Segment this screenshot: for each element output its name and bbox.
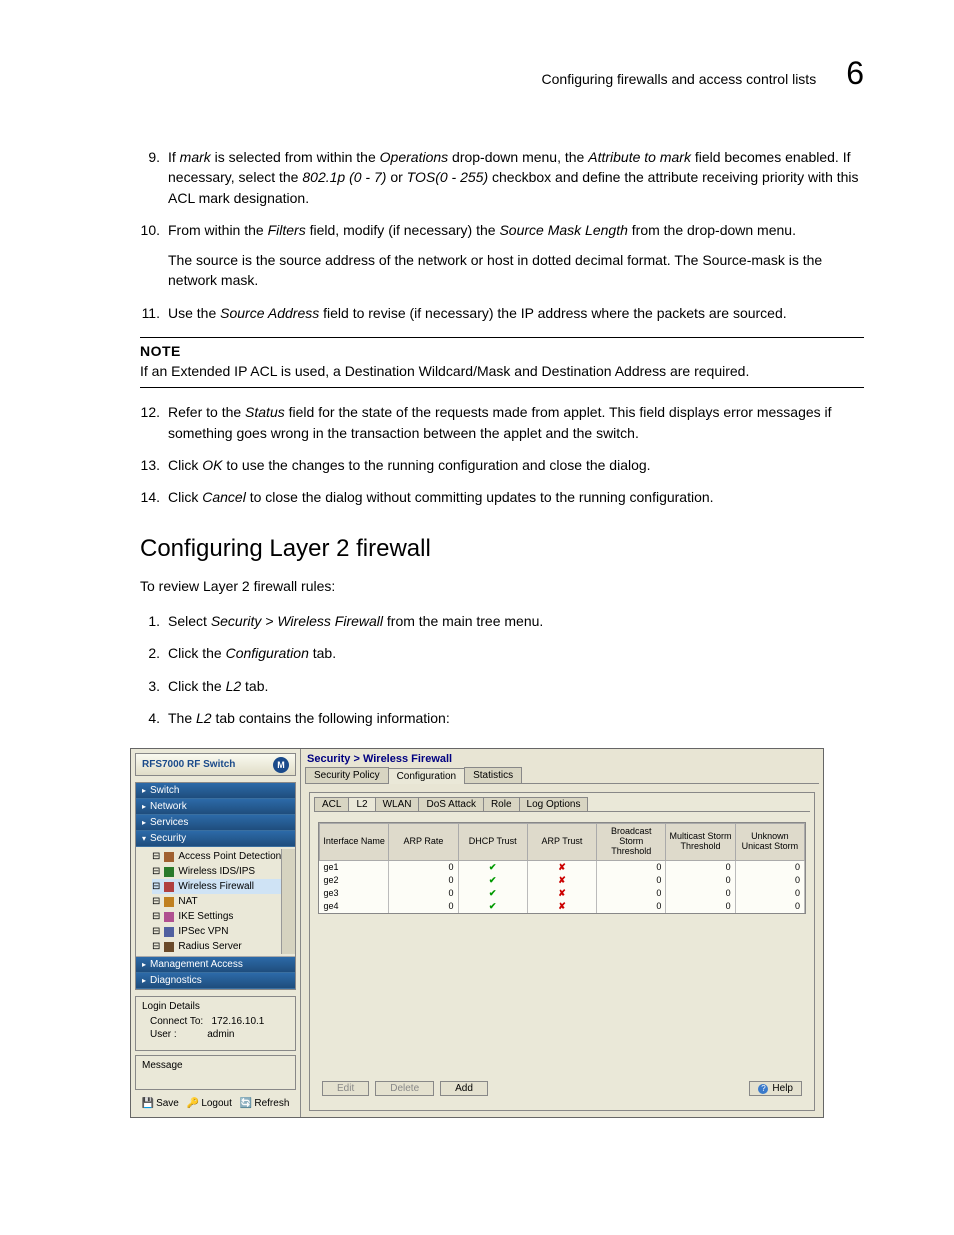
delete-button[interactable]: Delete	[375, 1081, 434, 1096]
nav-item-security[interactable]: Security	[136, 831, 295, 847]
col-header[interactable]: Multicast Storm Threshold	[666, 824, 735, 861]
nav-sub-wireless-ids-ips[interactable]: ⊟ Wireless IDS/IPS	[152, 864, 281, 879]
nav-item-network[interactable]: Network	[136, 799, 295, 815]
table-row[interactable]: ge10✔✘000	[320, 860, 805, 874]
step-item: 11.Use the Source Address field to revis…	[140, 303, 864, 323]
login-details: Login Details Connect To: 172.16.10.1 Us…	[135, 996, 296, 1051]
login-connect: Connect To: 172.16.10.1	[150, 1016, 289, 1027]
nav-sub-ike-settings[interactable]: ⊟ IKE Settings	[152, 909, 281, 924]
step-item: 12.Refer to the Status field for the sta…	[140, 402, 864, 443]
col-header[interactable]: DHCP Trust	[458, 824, 527, 861]
ordered-steps-b: 12.Refer to the Status field for the sta…	[140, 402, 864, 507]
header-title: Configuring firewalls and access control…	[542, 71, 817, 87]
add-button[interactable]: Add	[440, 1081, 488, 1096]
nav-sub-nat[interactable]: ⊟ NAT	[152, 894, 281, 909]
chapter-number: 6	[846, 55, 864, 92]
login-title: Login Details	[142, 1001, 289, 1012]
tab-statistics[interactable]: Statistics	[464, 767, 522, 783]
nav-sub-icon	[164, 867, 174, 877]
table-row[interactable]: ge20✔✘000	[320, 874, 805, 887]
main-panel: Security > Wireless Firewall Security Po…	[301, 749, 823, 1117]
brand-logo: M	[273, 757, 289, 773]
nav-sub-access-point-detection[interactable]: ⊟ Access Point Detection	[152, 849, 281, 864]
nav-sub-icon	[164, 882, 174, 892]
step-item: 1.Select Security > Wireless Firewall fr…	[140, 611, 864, 631]
col-header[interactable]: Broadcast Storm Threshold	[597, 824, 666, 861]
save-button[interactable]: 💾 Save	[142, 1098, 179, 1109]
nav-sub-wireless-firewall[interactable]: ⊟ Wireless Firewall	[152, 879, 281, 894]
page-header: Configuring firewalls and access control…	[90, 55, 864, 92]
nav-sub-ipsec-vpn[interactable]: ⊟ IPSec VPN	[152, 924, 281, 939]
nav-security-subtree: ⊟ Access Point Detection⊟ Wireless IDS/I…	[136, 847, 295, 957]
table-empty-space	[314, 918, 810, 1075]
nav-tree: SwitchNetworkServicesSecurity⊟ Access Po…	[135, 782, 296, 990]
section-intro: To review Layer 2 firewall rules:	[140, 577, 864, 597]
nav-sub-icon	[164, 912, 174, 922]
step-item: 2.Click the Configuration tab.	[140, 643, 864, 663]
step-item: 14.Click Cancel to close the dialog with…	[140, 487, 864, 507]
col-header[interactable]: Interface Name	[320, 824, 389, 861]
help-icon: ?	[758, 1084, 768, 1094]
note-title: NOTE	[140, 342, 864, 362]
subtab-role[interactable]: Role	[483, 797, 520, 811]
config-panel: ACLL2WLANDoS AttackRoleLog Options Inter…	[309, 792, 815, 1111]
col-header[interactable]: ARP Trust	[527, 824, 596, 861]
ordered-steps-a: 9.If mark is selected from within the Op…	[140, 147, 864, 323]
nav-item-switch[interactable]: Switch	[136, 783, 295, 799]
nav-sub-radius-server[interactable]: ⊟ Radius Server	[152, 939, 281, 954]
nav-item-services[interactable]: Services	[136, 815, 295, 831]
l2-table: Interface NameARP RateDHCP TrustARP Trus…	[318, 822, 806, 914]
tab-configuration[interactable]: Configuration	[388, 768, 465, 784]
sidebar: RFS7000 RF Switch M SwitchNetworkService…	[131, 749, 301, 1117]
nav-sub-icon	[164, 897, 174, 907]
step-item: 13.Click OK to use the changes to the ru…	[140, 455, 864, 475]
section-heading: Configuring Layer 2 firewall	[140, 535, 864, 563]
step-item: 3.Click the L2 tab.	[140, 676, 864, 696]
scrollbar[interactable]	[281, 849, 295, 954]
subtab-wlan[interactable]: WLAN	[375, 797, 420, 811]
edit-button[interactable]: Edit	[322, 1081, 369, 1096]
ordered-steps-c: 1.Select Security > Wireless Firewall fr…	[140, 611, 864, 728]
subtab-dos-attack[interactable]: DoS Attack	[418, 797, 483, 811]
nav-sub-icon	[164, 927, 174, 937]
step-item: 4.The L2 tab contains the following info…	[140, 708, 864, 728]
tab-security-policy[interactable]: Security Policy	[305, 767, 389, 783]
nav-item-management-access[interactable]: Management Access	[136, 957, 295, 973]
sub-tabs: ACLL2WLANDoS AttackRoleLog Options	[314, 797, 810, 812]
nav-sub-icon	[164, 852, 174, 862]
nav-sub-icon	[164, 942, 174, 952]
top-tabs: Security PolicyConfigurationStatistics	[305, 767, 819, 784]
help-button[interactable]: ?Help	[749, 1081, 802, 1096]
bottom-action-bar: 💾 Save 🔑 Logout 🔄 Refresh	[135, 1094, 296, 1113]
app-screenshot: RFS7000 RF Switch M SwitchNetworkService…	[130, 748, 824, 1118]
note-body: If an Extended IP ACL is used, a Destina…	[140, 362, 864, 382]
table-row[interactable]: ge40✔✘000	[320, 900, 805, 913]
login-user: User : admin	[150, 1029, 289, 1040]
subtab-l2[interactable]: L2	[348, 797, 375, 811]
refresh-button[interactable]: 🔄 Refresh	[240, 1098, 289, 1109]
device-name: RFS7000 RF Switch	[142, 759, 235, 770]
col-header[interactable]: ARP Rate	[389, 824, 458, 861]
breadcrumb: Security > Wireless Firewall	[301, 749, 823, 767]
nav-item-diagnostics[interactable]: Diagnostics	[136, 973, 295, 989]
col-header[interactable]: Unknown Unicast Storm	[735, 824, 804, 861]
table-row[interactable]: ge30✔✘000	[320, 887, 805, 900]
logout-button[interactable]: 🔑 Logout	[187, 1098, 232, 1109]
table-action-row: Edit Delete Add ?Help	[314, 1075, 810, 1106]
note-block: NOTE If an Extended IP ACL is used, a De…	[140, 337, 864, 388]
step-item: 9.If mark is selected from within the Op…	[140, 147, 864, 208]
subtab-acl[interactable]: ACL	[314, 797, 349, 811]
subtab-log-options[interactable]: Log Options	[519, 797, 589, 811]
step-item: 10.From within the Filters field, modify…	[140, 220, 864, 291]
message-box: Message	[135, 1055, 296, 1090]
device-title-box: RFS7000 RF Switch M	[135, 753, 296, 776]
